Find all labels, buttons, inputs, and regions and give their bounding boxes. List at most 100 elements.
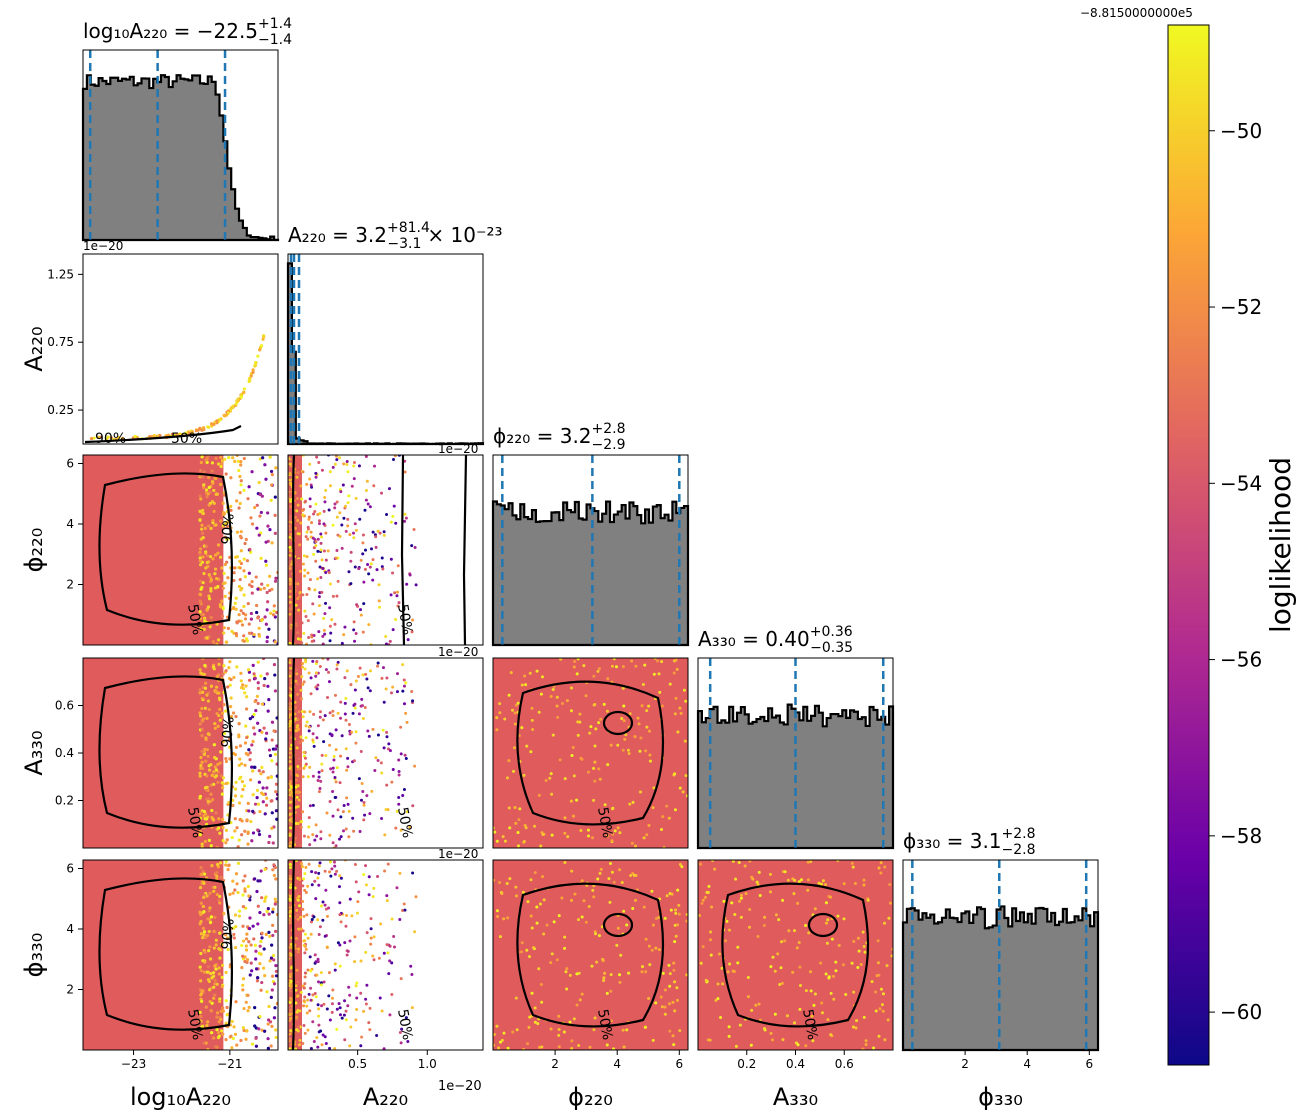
scatter-point [241, 893, 245, 897]
scatter-point [214, 943, 218, 947]
y-axis-label: A₂₂₀ [20, 326, 48, 371]
scatter-point [261, 770, 265, 774]
scatter-point [275, 792, 278, 797]
scatter-point [255, 889, 259, 894]
scatter-point [320, 769, 324, 773]
scatter-point [289, 979, 293, 983]
scatter-point [622, 719, 626, 723]
scatter-point [199, 763, 203, 768]
scatter-point [516, 701, 520, 705]
scatter-point [853, 882, 857, 886]
scatter-point [324, 754, 328, 758]
scatter-point [879, 987, 883, 991]
contour-line [602, 912, 634, 938]
scatter-point [249, 778, 253, 782]
scatter-point [198, 774, 202, 778]
scatter-point [224, 669, 228, 673]
scatter-point [570, 1039, 574, 1043]
scatter-point [322, 1002, 326, 1006]
scatter-point [405, 810, 409, 814]
scatter-point [331, 709, 335, 713]
scatter-point [352, 620, 356, 624]
scatter-point [305, 913, 309, 917]
scatter-point [733, 912, 737, 916]
scatter-point [247, 485, 251, 489]
scatter-point [610, 664, 614, 668]
scatter-point [288, 658, 292, 661]
scatter-point [674, 934, 678, 938]
scatter-point [569, 709, 573, 713]
scatter-point [324, 601, 328, 605]
scatter-point [706, 891, 710, 895]
scatter-point [215, 1028, 219, 1032]
scatter-point [265, 909, 269, 914]
scatter-point [231, 711, 236, 715]
scatter-point [364, 498, 368, 502]
scatter-point [210, 1031, 214, 1035]
scatter-point [239, 463, 243, 467]
scatter-point [289, 945, 293, 949]
scatter-point [398, 917, 402, 921]
scatter-point [220, 614, 225, 618]
scatter-point [245, 818, 249, 822]
scatter-point [201, 717, 206, 721]
scatter-point [246, 993, 250, 997]
scatter-point [883, 865, 887, 869]
scatter-point [247, 379, 251, 384]
scatter-point [537, 967, 541, 971]
colorbar-tick-label: −58 [1220, 824, 1262, 848]
scatter-point [633, 735, 637, 739]
scatter-point [362, 801, 366, 805]
scatter-point [391, 571, 395, 575]
scatter-point [270, 587, 274, 591]
scatter-point [99, 435, 103, 439]
scatter-point [212, 1036, 216, 1040]
scatter-point [734, 877, 738, 881]
scatter-point [199, 755, 203, 760]
scatter-point [238, 559, 242, 563]
scatter-point [256, 587, 260, 591]
scatter-point [240, 819, 244, 823]
contour-label: 50% [171, 431, 202, 447]
scatter-point [597, 934, 601, 938]
scatter-point [359, 608, 363, 612]
scatter-point [515, 1028, 519, 1032]
scatter-point [270, 811, 274, 815]
scatter-point [305, 720, 309, 724]
scatter-point [243, 874, 247, 878]
scatter-point [274, 1028, 278, 1032]
scatter-point [212, 509, 216, 513]
scatter-point [726, 970, 730, 974]
scatter-point [250, 969, 254, 973]
scatter-point [288, 462, 292, 466]
scatter-point [642, 836, 646, 840]
scatter-point [116, 435, 120, 440]
scatter-point [380, 1009, 384, 1013]
scatter-point [319, 532, 323, 536]
scatter-point [505, 776, 509, 780]
scatter-point [584, 920, 588, 924]
scatter-point [253, 802, 258, 806]
scatter-point [247, 670, 252, 674]
scatter-point [312, 546, 316, 550]
scatter-point [623, 737, 627, 741]
scatter-point [296, 800, 300, 804]
scatter-point [390, 961, 394, 965]
scatter-point [820, 1001, 824, 1005]
scatter-point [769, 1031, 773, 1035]
scatter-point [306, 525, 310, 529]
scatter-point [289, 1008, 293, 1012]
scatter-point [302, 999, 306, 1003]
scatter-point [302, 766, 306, 770]
scatter-point [380, 817, 384, 821]
scatter-point [198, 771, 202, 775]
x-axis-label: A₂₂₀ [363, 1083, 408, 1111]
scatter-point [257, 951, 261, 955]
scatter-point [324, 1041, 328, 1045]
scatter-point [300, 665, 304, 669]
scatter-point [296, 471, 300, 475]
scatter-point [391, 514, 395, 518]
scatter-point [260, 730, 264, 734]
scatter-point [270, 472, 274, 477]
